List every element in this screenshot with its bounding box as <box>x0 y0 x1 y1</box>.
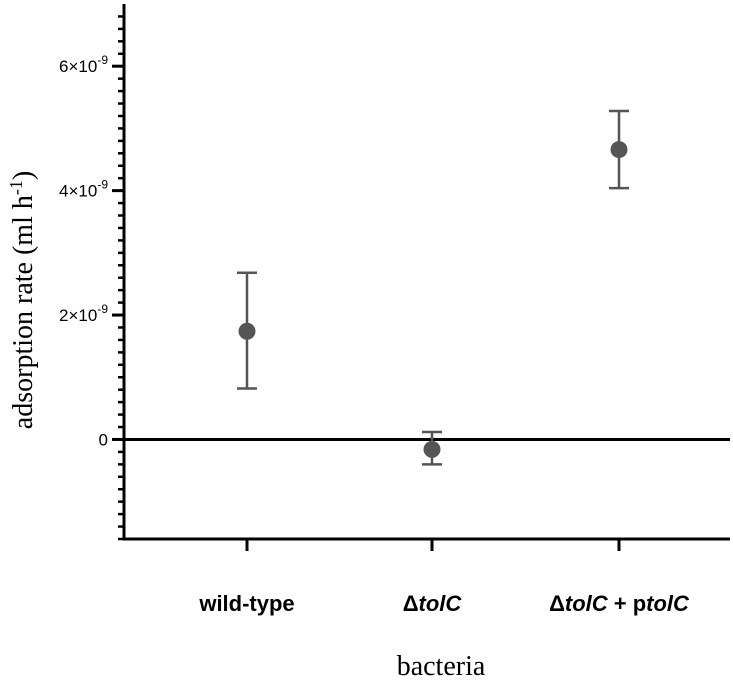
data-point <box>238 322 256 340</box>
y-tick-label: 6×10-9 <box>59 53 108 76</box>
y-tick-label: 2×10-9 <box>59 302 108 325</box>
x-category-label: ΔtolC <box>403 591 463 616</box>
y-tick-label: 0 <box>99 430 108 449</box>
x-category-label: ΔtolC + ptolC <box>549 591 690 616</box>
x-axis-title: bacteria <box>397 651 486 682</box>
y-axis-title: adsorption rate (ml h-1) <box>6 171 39 429</box>
y-tick-label: 4×10-9 <box>59 178 108 201</box>
data-point <box>610 141 628 159</box>
x-category-label: wild-type <box>198 591 294 616</box>
data-point <box>423 440 441 458</box>
